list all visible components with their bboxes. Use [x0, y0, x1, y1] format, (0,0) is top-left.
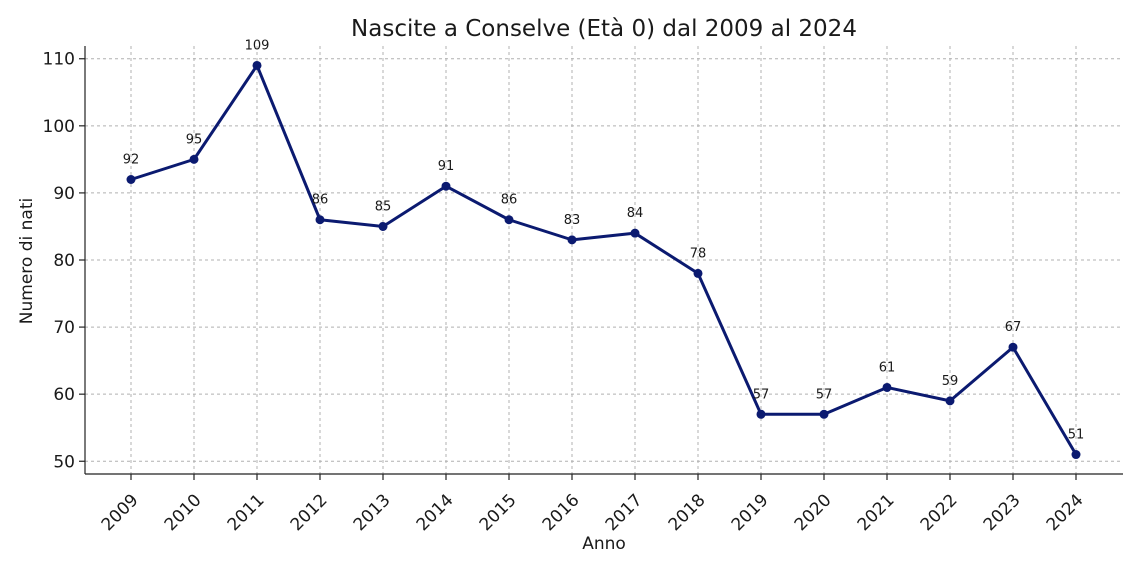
y-tick-label: 90: [53, 184, 75, 204]
data-point: [693, 268, 703, 278]
x-tick-label: 2011: [224, 490, 269, 535]
x-tick-label: 2023: [980, 490, 1025, 535]
x-tick-label: 2010: [161, 490, 206, 535]
data-label: 85: [375, 199, 392, 214]
data-point: [819, 409, 829, 419]
data-label: 83: [564, 213, 581, 228]
x-tick-label: 2019: [728, 490, 773, 535]
x-tick-label: 2024: [1043, 490, 1088, 535]
x-tick-label: 2022: [917, 490, 962, 535]
data-point: [441, 181, 451, 191]
data-label: 91: [438, 159, 455, 174]
data-point: [126, 174, 136, 184]
data-point: [1071, 450, 1081, 460]
data-label: 86: [501, 193, 518, 208]
ticks: 50 60 70 80 90 100 110 2009 2010 2011 2012 2013 2014…: [43, 50, 1088, 535]
data-label: 57: [816, 387, 833, 402]
data-point: [945, 396, 955, 406]
data-point: [882, 382, 892, 392]
data-label: 86: [312, 193, 329, 208]
chart-title: Nascite a Conselve (Età 0) dal 2009 al 2…: [351, 16, 857, 42]
x-tick-label: 2013: [350, 490, 395, 535]
x-tick-label: 2016: [539, 490, 584, 535]
y-tick-label: 80: [53, 251, 75, 271]
x-tick-label: 2020: [791, 490, 836, 535]
y-tick-label: 100: [43, 117, 75, 137]
data-label: 57: [753, 387, 770, 402]
grid: [85, 46, 1123, 474]
y-tick-label: 50: [53, 452, 75, 472]
data-label: 51: [1068, 428, 1085, 443]
series-line: [130, 63, 1078, 456]
x-axis-label: Anno: [582, 534, 626, 554]
data-label: 92: [123, 152, 140, 167]
data-point: [504, 215, 514, 225]
data-label: 109: [245, 38, 270, 53]
data-point: [252, 60, 262, 70]
data-label: 59: [942, 374, 959, 389]
x-tick-label: 2014: [413, 490, 458, 535]
data-label: 78: [690, 246, 707, 261]
data-point: [378, 221, 388, 231]
y-tick-label: 60: [53, 385, 75, 405]
x-tick-label: 2009: [98, 490, 143, 535]
data-label: 61: [879, 360, 896, 375]
data-labels: 92 95 109 86 85 91 86 83 84 78 57 57 61 59 67 51: [123, 38, 1085, 442]
y-tick-label: 70: [53, 318, 75, 338]
data-point: [756, 409, 766, 419]
x-tick-label: 2012: [287, 490, 332, 535]
y-axis-label: Numero di nati: [17, 198, 37, 324]
series: [126, 60, 1081, 460]
data-point: [630, 228, 640, 238]
x-tick-label: 2021: [854, 490, 899, 535]
data-label: 84: [627, 206, 644, 221]
x-tick-label: 2018: [665, 490, 710, 535]
data-point: [315, 215, 325, 225]
data-label: 95: [186, 132, 203, 147]
x-tick-label: 2017: [602, 490, 647, 535]
data-label: 67: [1005, 320, 1022, 335]
data-point: [189, 154, 199, 164]
data-point: [1008, 342, 1018, 352]
x-tick-label: 2015: [476, 490, 521, 535]
y-tick-label: 110: [43, 50, 75, 70]
data-point: [567, 235, 577, 245]
